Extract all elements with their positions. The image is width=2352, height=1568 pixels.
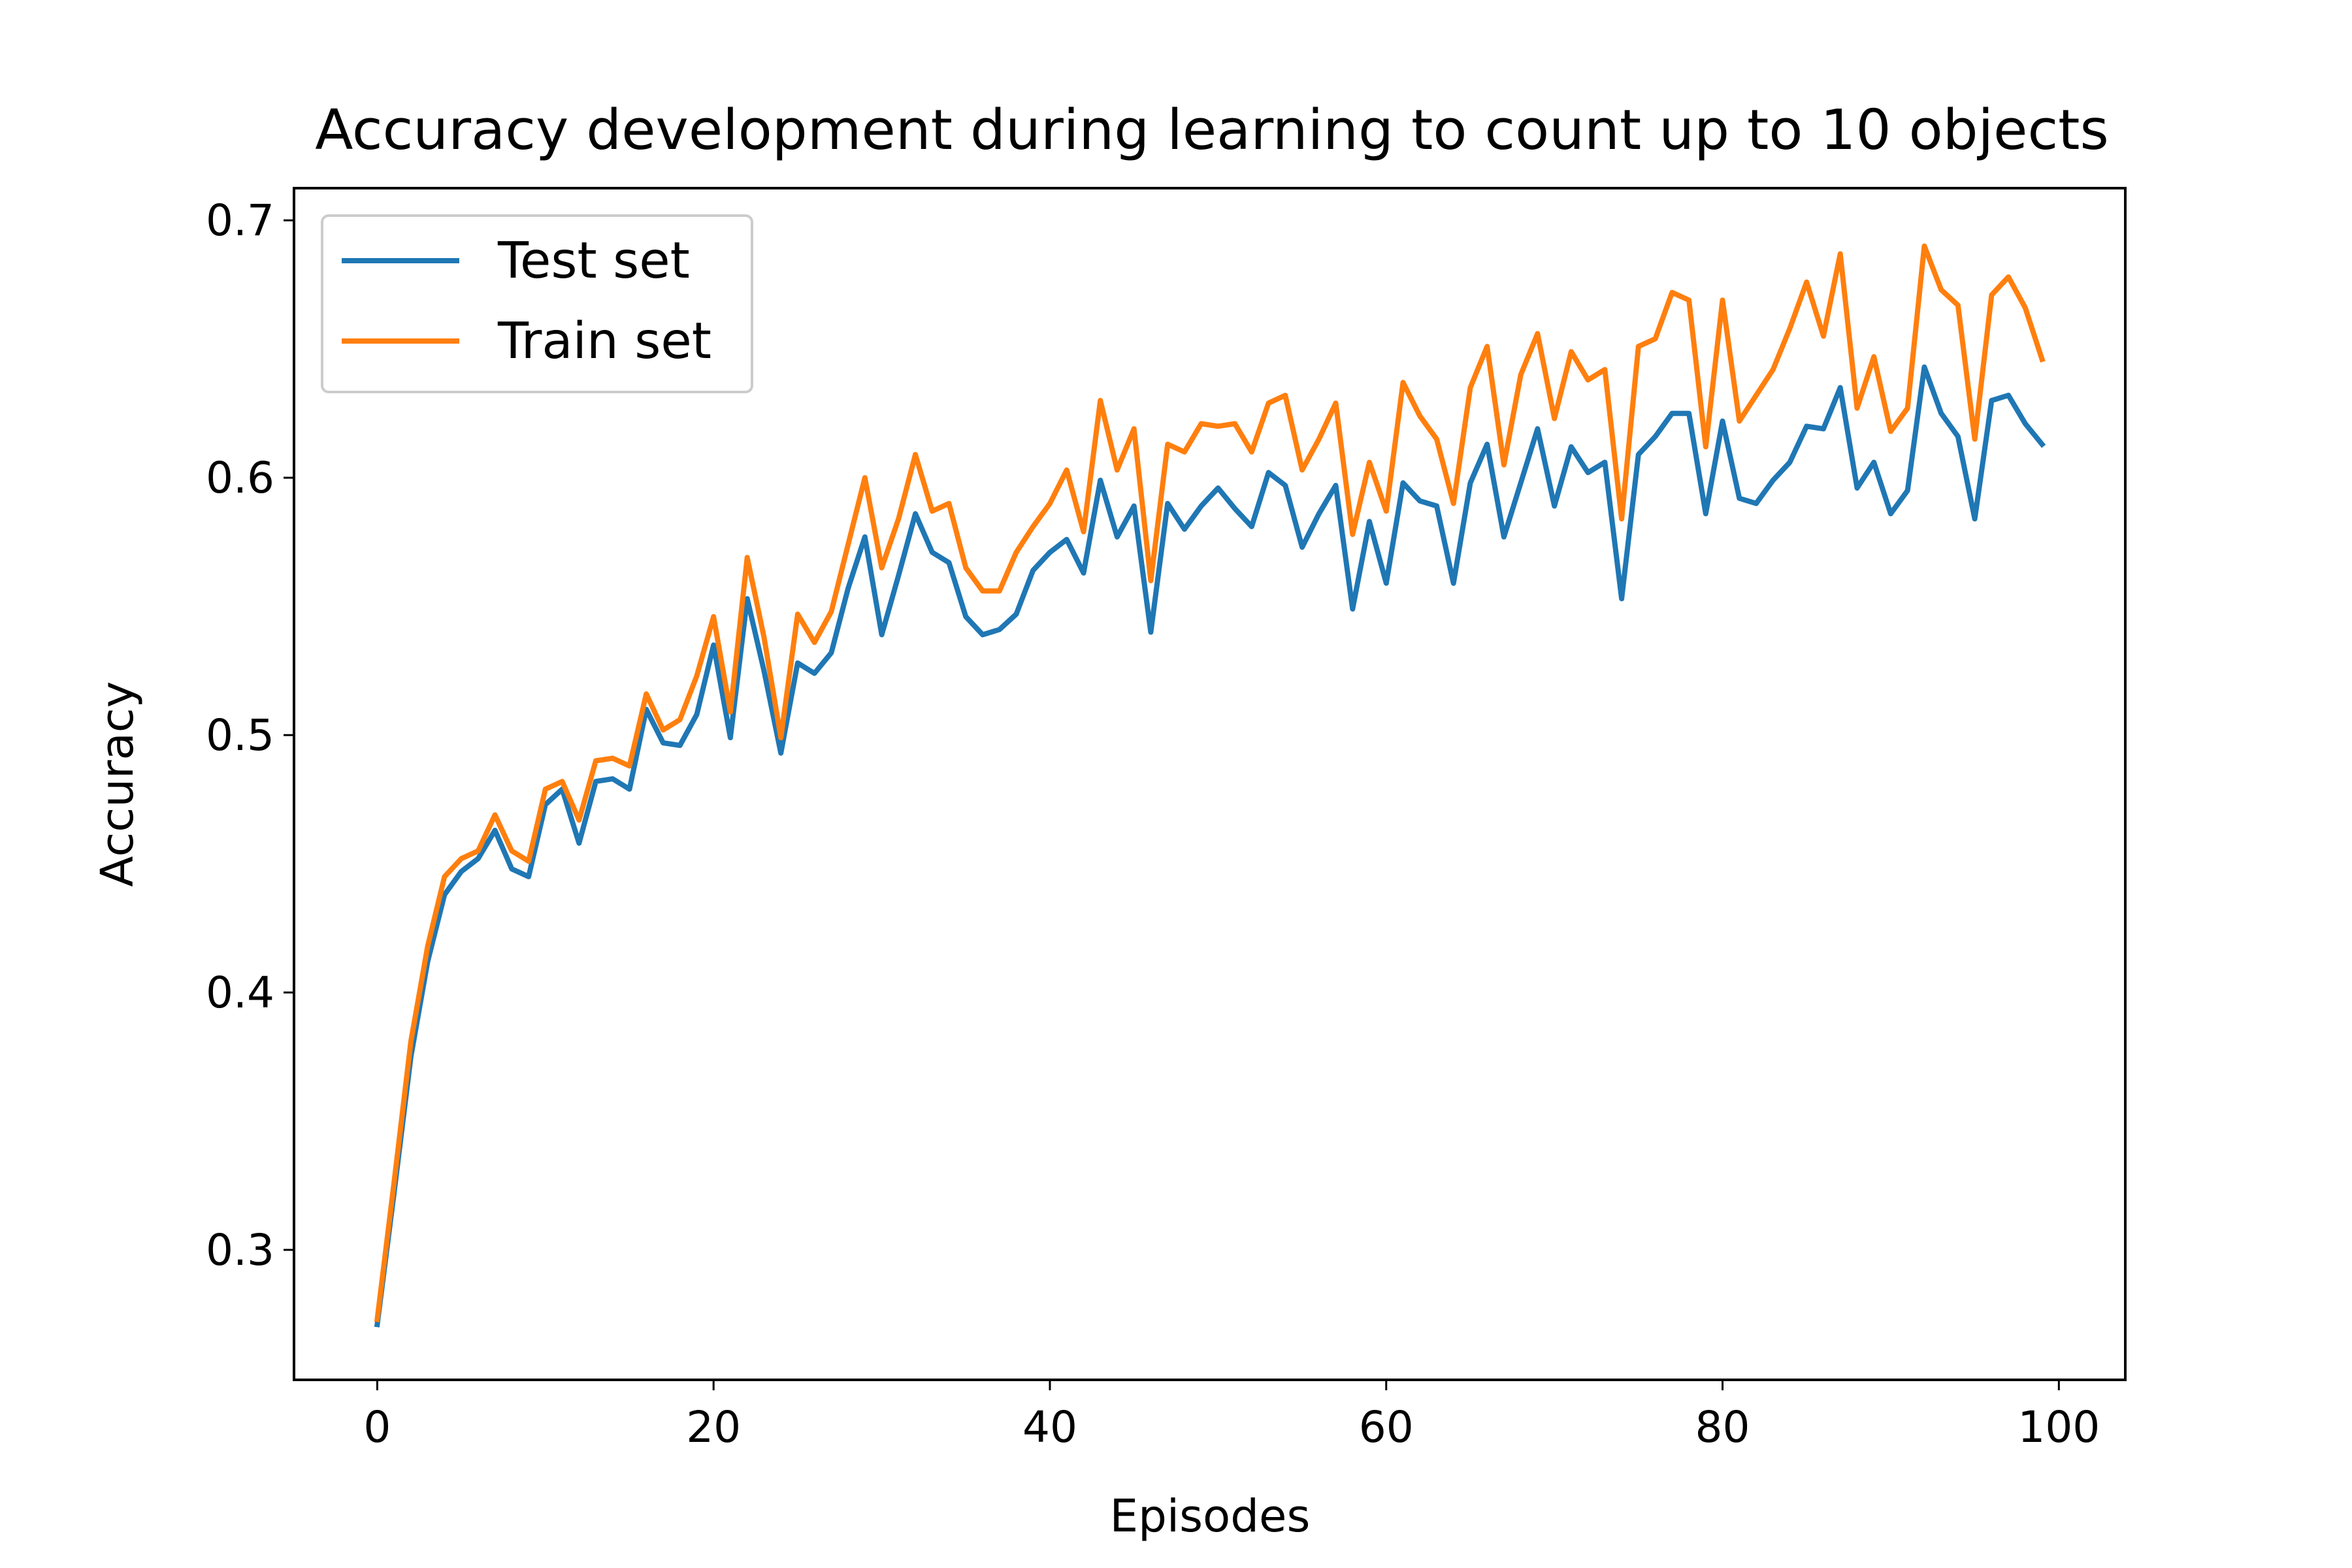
x-tick-label: 100 [2017,1402,2100,1452]
x-axis-label: Episodes [1110,1490,1311,1543]
y-tick-label: 0.5 [206,710,274,760]
legend-label-test-set: Test set [497,232,690,290]
x-tick-label: 0 [363,1402,391,1452]
y-axis-label: Accuracy [91,681,144,887]
chart-title: Accuracy development during learning to … [315,98,2109,163]
legend-label-train-set: Train set [497,312,711,370]
series-line-train-set [374,243,2046,1322]
series-line-test-set [374,364,2046,1328]
y-tick-label: 0.7 [206,195,274,246]
x-tick-label: 80 [1695,1402,1750,1452]
legend: Test set Train set [321,214,753,393]
x-axis: 0 20 40 60 80 100 [363,1380,2100,1452]
x-tick-label: 60 [1359,1402,1414,1452]
series-layer [374,243,2046,1328]
y-tick-label: 0.4 [206,968,274,1018]
plot-area-frame [293,187,2127,1381]
y-tick-label: 0.3 [206,1225,274,1275]
y-axis: 0.3 0.4 0.5 0.6 0.7 [206,195,294,1275]
y-tick-label: 0.6 [206,453,274,503]
x-tick-label: 40 [1022,1402,1077,1452]
x-tick-label: 20 [686,1402,741,1452]
